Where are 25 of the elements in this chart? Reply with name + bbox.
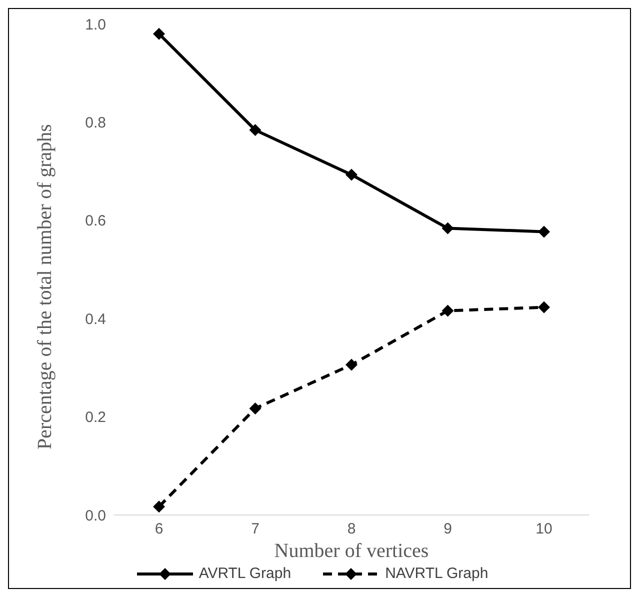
point [538, 226, 550, 238]
x-tick-label: 7 [251, 520, 260, 538]
x-axis-title: Number of vertices [274, 540, 429, 562]
legend-label: AVRTL Graph [198, 565, 292, 582]
x-tick-label: 8 [347, 520, 356, 538]
point [249, 124, 262, 136]
point [346, 168, 358, 181]
x-tick-label: 9 [444, 520, 452, 538]
y-tick-label: 0.0 [85, 507, 106, 524]
legend-label: NAVRTL Graph [384, 565, 488, 582]
y-tick-label: 0.8 [85, 114, 106, 132]
point [153, 28, 165, 40]
point [346, 358, 358, 371]
y-tick-label: 0.4 [85, 310, 106, 328]
point [442, 304, 454, 317]
point [538, 301, 550, 314]
y-tick-label: 0.2 [85, 409, 106, 426]
y-tick-label: 1.0 [85, 16, 106, 34]
y-axis-title: Percentage of the total number of graphs [34, 124, 56, 450]
point [153, 500, 165, 513]
y-tick-label: 0.6 [85, 212, 106, 230]
point [442, 222, 454, 234]
point [249, 402, 262, 414]
x-tick-label: 10 [536, 520, 552, 538]
x-tick-label: 6 [154, 520, 164, 538]
